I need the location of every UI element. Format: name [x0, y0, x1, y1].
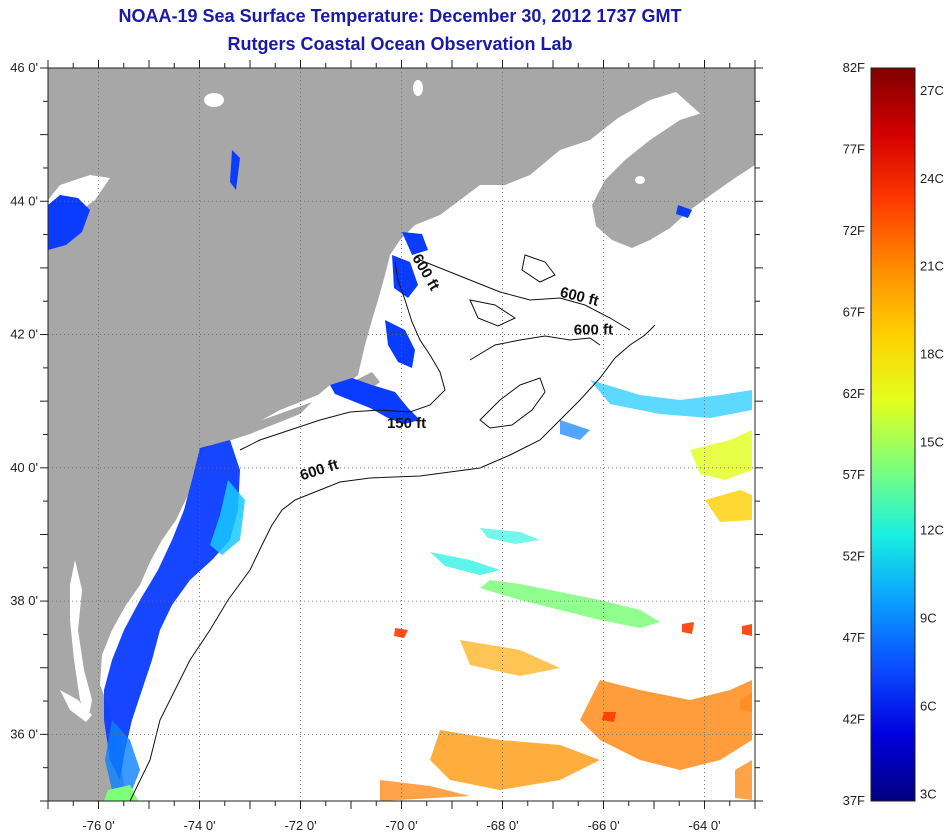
latitude-labels: 46 0' 44 0' 42 0' 40 0' 38 0' 36 0' — [10, 60, 38, 741]
colorbar-c-label: 12C — [920, 523, 944, 538]
colorbar-f-label: 72F — [843, 223, 865, 238]
colorbar-f-label: 42F — [843, 712, 865, 727]
colorbar-celsius-labels: 27C 24C 21C 18C 15C 12C 9C 6C 3C — [920, 83, 944, 802]
latitude-label: 44 0' — [10, 193, 38, 208]
colorbar-c-label: 15C — [920, 435, 944, 450]
colorbar-f-label: 52F — [843, 549, 865, 564]
map-title: NOAA-19 Sea Surface Temperature: Decembe… — [118, 6, 682, 26]
colorbar-c-label: 3C — [920, 786, 937, 801]
land-north-america — [48, 68, 755, 801]
colorbar-f-label: 67F — [843, 304, 865, 319]
colorbar-c-label: 6C — [920, 699, 937, 714]
colorbar-f-label: 47F — [843, 630, 865, 645]
colorbar-c-label: 24C — [920, 171, 944, 186]
colorbar-f-label: 77F — [843, 141, 865, 156]
latitude-label: 36 0' — [10, 726, 38, 741]
lake-ontario — [48, 195, 90, 250]
lake-champlain — [230, 150, 240, 190]
map-subtitle: Rutgers Coastal Ocean Observation Lab — [227, 34, 573, 54]
colorbar-c-label: 18C — [920, 347, 944, 362]
colorbar-c-label: 21C — [920, 259, 944, 274]
longitude-label: -74 0' — [183, 818, 215, 833]
longitude-label: -72 0' — [284, 818, 316, 833]
colorbar-f-label: 57F — [843, 467, 865, 482]
offshore-sst-patches — [380, 380, 752, 801]
longitude-label: -68 0' — [486, 818, 518, 833]
contour-label: 150 ft — [387, 415, 426, 432]
colorbar-fahrenheit-labels: 82F 77F 72F 67F 62F 57F 52F 47F 42F 37F — [843, 60, 865, 808]
latitude-label: 40 0' — [10, 460, 38, 475]
longitude-label: -70 0' — [385, 818, 417, 833]
colorbar: 82F 77F 72F 67F 62F 57F 52F 47F 42F 37F 27C 24C 21C… — [843, 60, 944, 808]
latitude-label: 38 0' — [10, 593, 38, 608]
bathymetry-contours — [129, 254, 656, 801]
colorbar-gradient — [870, 67, 916, 802]
colorbar-f-label: 37F — [843, 793, 865, 808]
colorbar-c-label: 9C — [920, 611, 937, 626]
latitude-label: 42 0' — [10, 327, 38, 342]
longitude-label: -64 0' — [688, 818, 720, 833]
land-long-island — [205, 402, 312, 446]
longitude-label: -66 0' — [587, 818, 619, 833]
latitude-label: 46 0' — [10, 60, 38, 75]
map-plot-area — [48, 68, 755, 801]
longitude-label: -76 0' — [82, 818, 114, 833]
colorbar-c-label: 27C — [920, 83, 944, 98]
colorbar-f-label: 82F — [843, 60, 865, 75]
cold-coastal-band — [104, 205, 692, 801]
contour-label: 600 ft — [574, 322, 613, 339]
longitude-labels: -76 0' -74 0' -72 0' -70 0' -68 0' -66 0' -64 … — [82, 818, 720, 833]
land-nova-scotia — [592, 112, 755, 248]
axis-ticks — [40, 60, 763, 809]
colorbar-f-label: 62F — [843, 386, 865, 401]
